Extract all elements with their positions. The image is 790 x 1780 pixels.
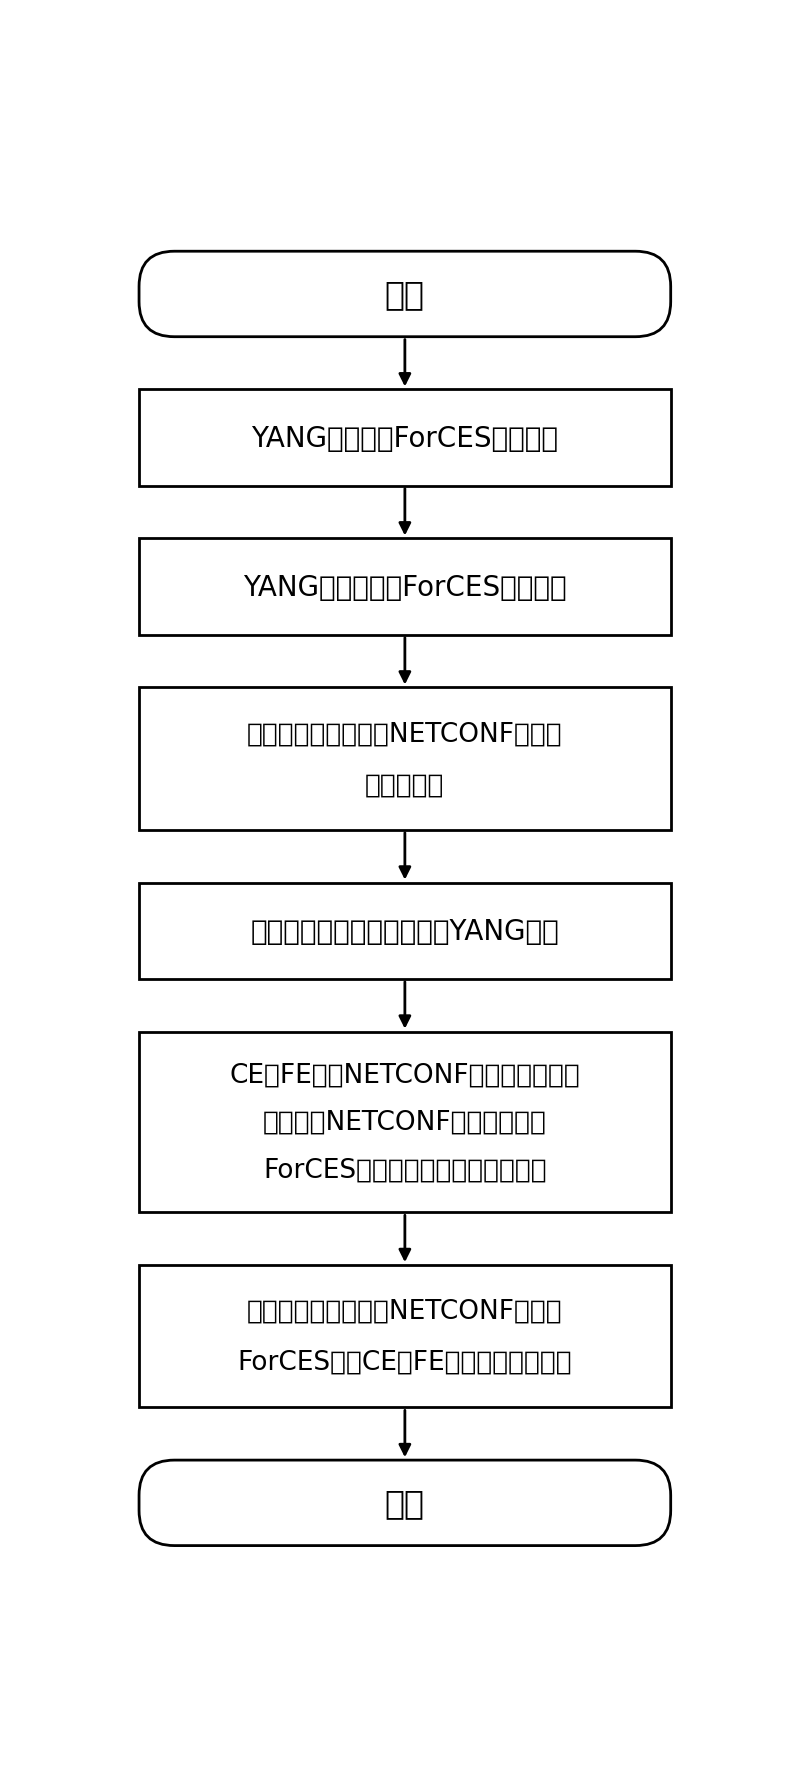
Text: YANG树形式的ForCES信息建模: YANG树形式的ForCES信息建模 [251, 424, 559, 452]
Text: YANG模块形式的ForCES数据建模: YANG模块形式的ForCES数据建模 [243, 573, 566, 602]
FancyBboxPatch shape [139, 390, 671, 486]
Text: 开始: 开始 [385, 278, 425, 312]
FancyBboxPatch shape [139, 1032, 671, 1212]
Text: 结束: 结束 [385, 1486, 425, 1520]
FancyBboxPatch shape [139, 689, 671, 831]
FancyBboxPatch shape [139, 539, 671, 635]
Text: CE和FE运行NETCONF服务器，远程网: CE和FE运行NETCONF服务器，远程网 [230, 1063, 580, 1088]
Text: ForCES模块，建立连接，互通能力: ForCES模块，建立连接，互通能力 [263, 1157, 547, 1184]
Text: 读写本地配置文件方式维护YANG信息: 读写本地配置文件方式维护YANG信息 [250, 917, 559, 945]
Text: 基于软件包扩展实现NETCONF服务器: 基于软件包扩展实现NETCONF服务器 [247, 721, 562, 748]
FancyBboxPatch shape [139, 883, 671, 979]
Text: 端和客户端: 端和客户端 [365, 773, 445, 797]
Text: 远程网管机用标准的NETCONF操作对: 远程网管机用标准的NETCONF操作对 [247, 1298, 562, 1324]
Text: ForCES的各CE和FE实施远程配置管理: ForCES的各CE和FE实施远程配置管理 [238, 1349, 572, 1374]
FancyBboxPatch shape [139, 1460, 671, 1545]
FancyBboxPatch shape [139, 1266, 671, 1408]
FancyBboxPatch shape [139, 253, 671, 338]
Text: 管机运行NETCONF客户机，加载: 管机运行NETCONF客户机，加载 [263, 1109, 547, 1136]
